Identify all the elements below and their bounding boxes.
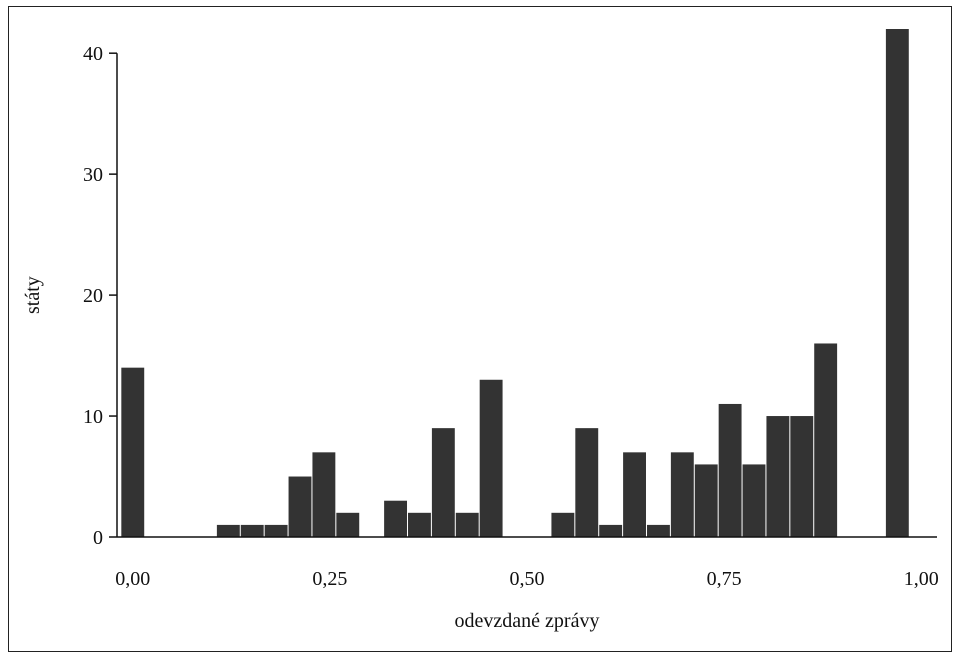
- histogram-bar: [551, 512, 575, 537]
- y-tick-label: 0: [93, 527, 103, 549]
- histogram-bar: [312, 452, 336, 537]
- y-axis-ticks: 0 10 20 30 40: [83, 43, 117, 549]
- histogram-bar: [718, 403, 742, 537]
- histogram-bar: [408, 512, 431, 537]
- histogram-bar: [216, 524, 240, 537]
- histogram-bar: [264, 524, 288, 537]
- histogram-bar: [455, 512, 479, 537]
- histogram-bar: [431, 428, 455, 537]
- x-tick-label: 0,50: [510, 568, 545, 590]
- histogram-bar: [575, 428, 599, 537]
- histogram-bar: [742, 464, 766, 537]
- x-tick-label: 0,75: [707, 568, 742, 590]
- x-axis-ticks: 0,00 0,25 0,50 0,75 1,00: [115, 568, 938, 590]
- y-tick-label: 40: [83, 43, 103, 65]
- histogram-bar: [240, 524, 264, 537]
- histogram-bar: [885, 29, 909, 537]
- x-axis-title: odevzdané zprávy: [455, 610, 600, 632]
- histogram-chart: 0 10 20 30 40 0,00 0,25 0,50 0,75 1,00 odevzdané…: [22, 29, 939, 632]
- histogram-bar: [336, 512, 360, 537]
- x-tick-label: 0,25: [312, 568, 347, 590]
- histogram-bar: [599, 524, 623, 537]
- histogram-bar: [479, 379, 503, 537]
- histogram-bar: [384, 500, 408, 537]
- histogram-bar: [790, 416, 814, 537]
- x-tick-label: 0,00: [115, 568, 150, 590]
- histogram-bar: [288, 476, 312, 537]
- histogram-bar: [121, 367, 145, 537]
- histogram-bar: [623, 452, 646, 537]
- histogram-bar: [766, 416, 790, 537]
- y-tick-label: 10: [83, 406, 103, 428]
- y-tick-label: 20: [83, 285, 103, 307]
- histogram-bar: [646, 524, 670, 537]
- bars-group: [121, 29, 909, 537]
- x-tick-label: 1,00: [904, 568, 939, 590]
- histogram-bar: [670, 452, 694, 537]
- y-axis-title: státy: [22, 276, 44, 314]
- y-tick-label: 30: [83, 164, 103, 186]
- histogram-bar: [694, 464, 718, 537]
- histogram-bar: [814, 343, 838, 537]
- chart-frame: 0 10 20 30 40 0,00 0,25 0,50 0,75 1,00 odevzdané…: [8, 6, 952, 652]
